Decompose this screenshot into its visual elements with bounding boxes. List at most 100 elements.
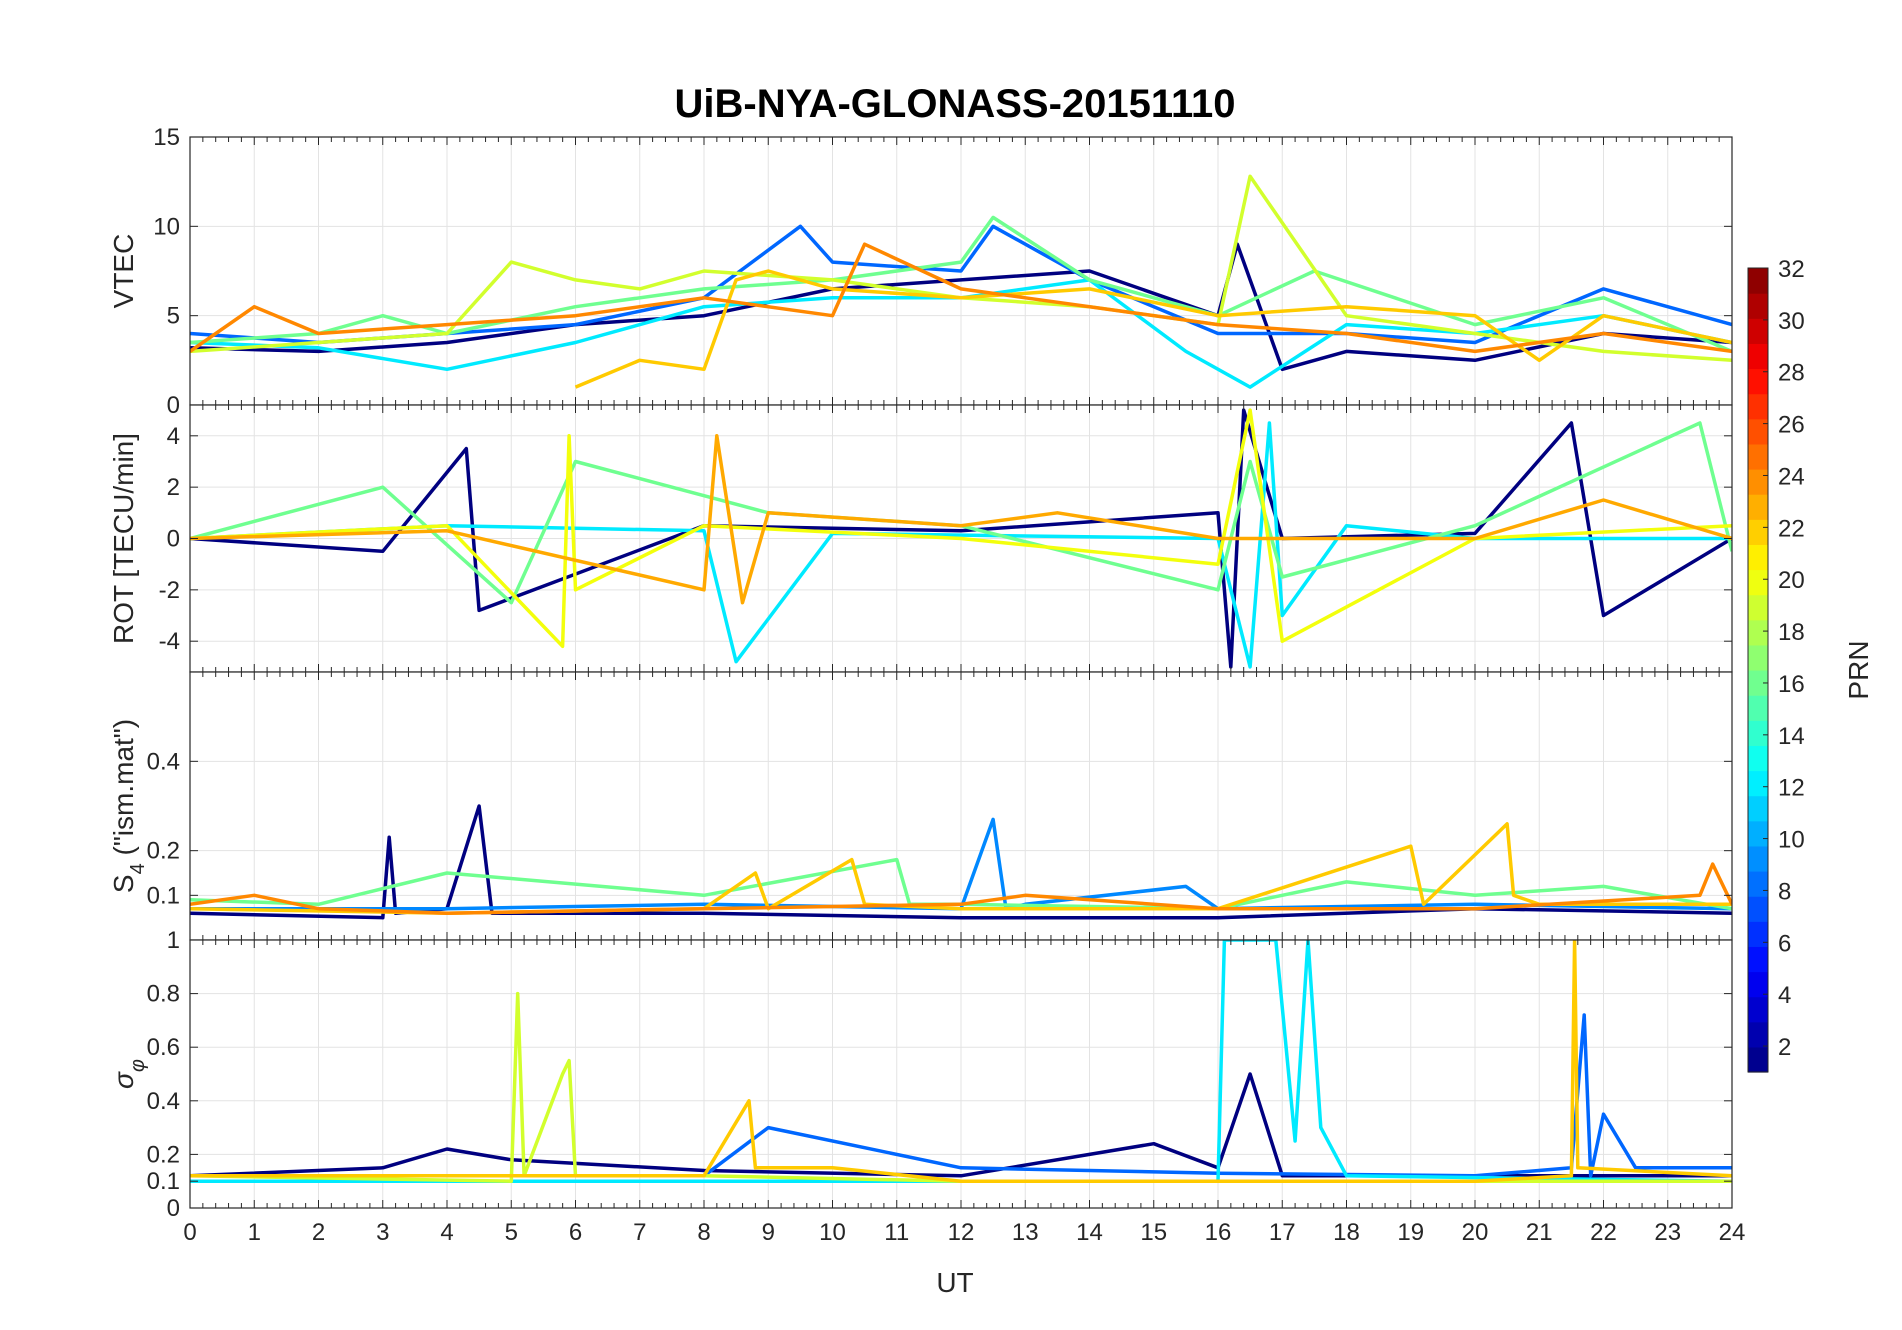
colorbar-swatch: [1748, 519, 1768, 545]
colorbar-swatch: [1748, 871, 1768, 897]
colorbar-swatch: [1748, 594, 1768, 621]
y-tick-label-rot: 2: [167, 474, 180, 501]
series-line-rot-prn-12: [190, 421, 1732, 669]
colorbar-tick-label: 10: [1778, 827, 1805, 854]
x-tick-label: 7: [633, 1219, 646, 1246]
y-tick-label-sigma_phi: 0: [167, 1195, 180, 1222]
x-tick-label: 6: [569, 1219, 582, 1246]
colorbar-swatch: [1748, 268, 1768, 294]
x-tick-label: 23: [1654, 1219, 1681, 1246]
colorbar-swatch: [1748, 670, 1768, 696]
colorbar-tick-label: 20: [1778, 567, 1805, 594]
colorbar-swatch: [1748, 720, 1768, 746]
x-tick-label: 19: [1397, 1219, 1424, 1246]
y-tick-label-sigma_phi: 0.4: [147, 1088, 180, 1115]
x-tick-label: 1: [248, 1219, 261, 1246]
series-line-vtec-prn-24: [190, 242, 1732, 354]
panel-s4: 0.1 0.2 0.4S4 ("ism.mat"): [108, 671, 1733, 941]
y-tick-label-s4: 0.4: [147, 748, 180, 775]
colorbar-tick-label: 6: [1778, 930, 1791, 957]
colorbar-swatch: [1748, 1021, 1768, 1048]
colorbar-swatch: [1748, 996, 1768, 1023]
colorbar-swatch: [1748, 293, 1768, 319]
y-axis-label-sigma_phi: σφ: [108, 1059, 149, 1089]
series-group-rot: [190, 408, 1732, 669]
x-axis-label: UT: [936, 1267, 973, 1298]
y-tick-label-sigma_phi: 0.6: [147, 1034, 180, 1061]
colorbar-swatch: [1748, 569, 1768, 596]
y-axis-label-vtec: VTEC: [108, 234, 139, 309]
series-line-rot-prn-1: [190, 408, 1732, 669]
x-tick-label: 20: [1462, 1219, 1489, 1246]
colorbar-swatch: [1748, 971, 1768, 998]
x-tick-label: 16: [1205, 1219, 1232, 1246]
y-tick-label-rot: -2: [159, 577, 180, 604]
y-tick-label-s4: 0.2: [147, 838, 180, 865]
x-tick-label: 12: [948, 1219, 975, 1246]
y-tick-label-sigma_phi: 0.2: [147, 1141, 180, 1168]
colorbar-swatch: [1748, 544, 1768, 571]
colorbar-swatch: [1748, 921, 1768, 947]
x-tick-label: 22: [1590, 1219, 1617, 1246]
x-tick-label: 5: [505, 1219, 518, 1246]
x-tick-label: 3: [376, 1219, 389, 1246]
colorbar-label: PRN: [1843, 640, 1874, 699]
y-tick-label-s4: 0.1: [147, 882, 180, 909]
colorbar-tick-label: 16: [1778, 671, 1805, 698]
panel-vtec: 0 5 10 15 VTEC: [108, 124, 1733, 419]
x-tick-label: 15: [1140, 1219, 1167, 1246]
colorbar-tick-label: 22: [1778, 515, 1805, 542]
y-tick-label-vtec: 5: [167, 303, 180, 330]
series-group-sigma_phi: [190, 940, 1732, 1183]
y-tick-label-sigma_phi: 1: [167, 927, 180, 954]
y-tick-label-sigma_phi: 0.8: [147, 981, 180, 1008]
colorbar-swatch: [1748, 494, 1768, 520]
colorbar-swatch: [1748, 820, 1768, 847]
series-line-sigma_phi-prn-1: [190, 1072, 1732, 1178]
colorbar-tick-label: 28: [1778, 360, 1805, 387]
x-tick-label: 10: [819, 1219, 846, 1246]
colorbar-swatch: [1748, 896, 1768, 922]
colorbar-tick-label: 24: [1778, 463, 1805, 490]
series-line-vtec-prn-8: [190, 224, 1732, 345]
colorbar-swatch: [1748, 418, 1768, 445]
series-line-vtec-prn-1: [190, 242, 1732, 372]
colorbar-swatch: [1748, 443, 1768, 470]
x-tick-label: 0: [183, 1219, 196, 1246]
y-tick-label-rot: -4: [159, 628, 180, 655]
series-line-vtec-prn-22: [574, 269, 1732, 389]
colorbar-swatch: [1748, 619, 1768, 646]
colorbar-tick-label: 32: [1778, 256, 1805, 283]
series-line-rot-prn-20: [190, 408, 1732, 649]
colorbar-tick-label: 4: [1778, 982, 1791, 1009]
series-line-vtec-prn-16: [190, 215, 1732, 354]
series-line-rot-prn-16: [190, 421, 1732, 605]
y-axis-label-rot: ROT [TECU/min]: [108, 433, 139, 644]
colorbar-swatch: [1748, 695, 1768, 721]
y-tick-label-vtec: 15: [153, 124, 180, 151]
colorbar-tick-label: 30: [1778, 308, 1805, 335]
colorbar-tick-label: 8: [1778, 878, 1791, 905]
x-tick-label: 8: [697, 1219, 710, 1246]
colorbar-border: [1747, 267, 1769, 1073]
x-tick-label: 9: [762, 1219, 775, 1246]
colorbar-swatch: [1748, 946, 1768, 973]
colorbar-tick-label: 18: [1778, 619, 1805, 646]
colorbar-swatch: [1748, 745, 1768, 772]
series-group-vtec: [190, 174, 1732, 389]
x-tick-label: 17: [1269, 1219, 1296, 1246]
colorbar-swatch: [1748, 770, 1768, 797]
x-tick-label: 18: [1333, 1219, 1360, 1246]
x-tick-label: 2: [312, 1219, 325, 1246]
x-tick-label: 13: [1012, 1219, 1039, 1246]
colorbar-swatch: [1748, 318, 1768, 344]
series-line-vtec-prn-19: [190, 174, 1732, 363]
y-axis-label-s4: S4 ("ism.mat"): [108, 719, 149, 893]
panel-rot: -4 -2 0 2 4 ROT [TECU/min]: [108, 404, 1733, 673]
x-tick-label: 11: [884, 1219, 909, 1246]
series-line-sigma_phi-prn-22: [190, 940, 1732, 1183]
